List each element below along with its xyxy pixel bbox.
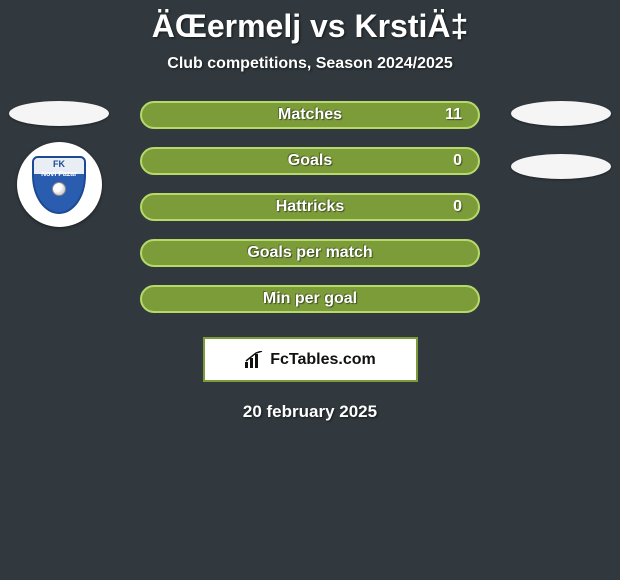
bar-chart-icon: [244, 351, 264, 369]
stat-row-hattricks: Hattricks 0: [140, 193, 480, 221]
brand-text: FcTables.com: [270, 351, 376, 369]
left-column: FK Novi Pazar: [4, 101, 114, 227]
stat-row-goals-per-match: Goals per match: [140, 239, 480, 267]
stat-label: Min per goal: [263, 290, 357, 308]
flag-placeholder-left: [9, 101, 109, 126]
stat-value: 0: [453, 198, 462, 216]
stat-row-matches: Matches 11: [140, 101, 480, 129]
flag-placeholder-right-1: [511, 101, 611, 126]
flag-placeholder-right-2: [511, 154, 611, 179]
stat-label: Goals: [288, 152, 332, 170]
soccer-ball-icon: [52, 182, 66, 196]
crest-line1: FK: [53, 160, 65, 169]
club-crest-left: FK Novi Pazar: [17, 142, 102, 227]
stat-value: 0: [453, 152, 462, 170]
brand-badge[interactable]: FcTables.com: [203, 337, 418, 382]
right-column: [506, 101, 616, 179]
crest-shield-icon: FK Novi Pazar: [32, 156, 86, 214]
stat-label: Matches: [278, 106, 342, 124]
stat-row-goals: Goals 0: [140, 147, 480, 175]
crest-line2: Novi Pazar: [41, 171, 77, 179]
date-text: 20 february 2025: [0, 402, 620, 422]
stat-label: Goals per match: [247, 244, 372, 262]
main-layout: FK Novi Pazar Matches 11 Goals 0 Hattric…: [0, 101, 620, 422]
page-title: ÄŒermelj vs KrstiÄ‡: [0, 8, 620, 45]
stat-label: Hattricks: [276, 198, 344, 216]
stat-value: 11: [445, 106, 462, 124]
stat-row-min-per-goal: Min per goal: [140, 285, 480, 313]
page-subtitle: Club competitions, Season 2024/2025: [0, 55, 620, 73]
stats-list: Matches 11 Goals 0 Hattricks 0 Goals per…: [140, 101, 480, 313]
